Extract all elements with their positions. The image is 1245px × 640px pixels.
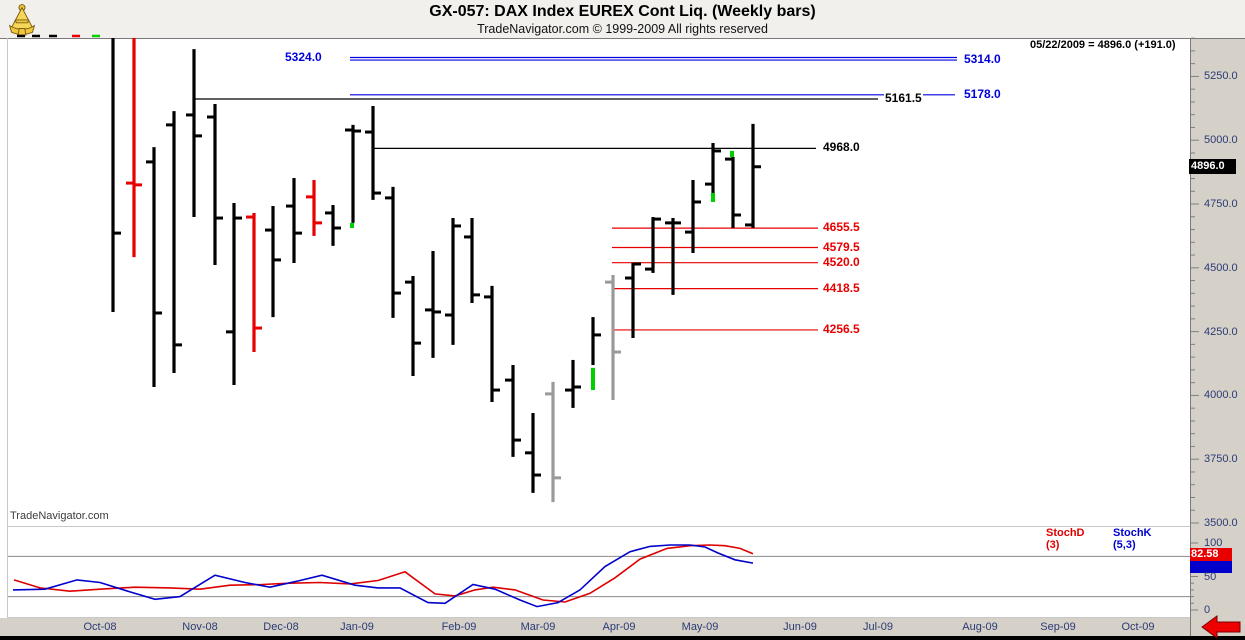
month-label: Dec-08 (263, 621, 299, 633)
level-label: 5314.0 (963, 52, 1002, 67)
stochk-value-box (1190, 561, 1232, 573)
level-label: 4968.0 (822, 140, 861, 155)
month-label: Aug-09 (962, 621, 998, 633)
panel-bottom-border (8, 617, 1190, 618)
stoch-axis-label: 50 (1204, 570, 1217, 583)
stochd-legend-label: StochD (3) (1046, 527, 1085, 551)
price-axis-label: 4500.0 (1204, 261, 1238, 274)
chart-left-border (7, 38, 8, 618)
month-label: Sep-09 (1040, 621, 1076, 633)
month-label: May-09 (681, 621, 719, 633)
month-label: Mar-09 (520, 621, 556, 633)
price-axis-label: 5250.0 (1204, 70, 1238, 83)
level-label: 5324.0 (284, 49, 323, 64)
month-label: Oct-09 (1121, 621, 1155, 633)
price-axis-label: 3500.0 (1204, 517, 1238, 529)
price-axis-panel (1190, 38, 1245, 618)
main-price-chart-area[interactable] (8, 38, 1190, 525)
copyright-line: TradeNavigator.com © 1999-2009 All right… (477, 22, 768, 36)
price-axis-label: 4250.0 (1204, 325, 1238, 338)
level-label: 5161.5 (884, 91, 923, 105)
chart-top-border (0, 38, 1245, 39)
last-quote-readout: 05/22/2009 = 4896.0 (+191.0) (1030, 39, 1176, 51)
panel-divider (8, 526, 1190, 527)
bottom-window-edge (0, 636, 1245, 640)
level-label: 4579.5 (822, 239, 861, 254)
month-label: Jun-09 (783, 621, 817, 633)
price-axis-label: 3750.0 (1204, 453, 1238, 466)
date-axis-strip (0, 618, 1245, 636)
last-price-box: 4896.0 (1189, 159, 1236, 174)
stochd-value-box: 82.58 (1190, 548, 1232, 561)
level-label: 4520.0 (822, 254, 861, 269)
header-bar: GX-057: DAX Index EUREX Cont Liq. (Weekl… (0, 0, 1245, 38)
chart-title: GX-057: DAX Index EUREX Cont Liq. (Weekl… (429, 3, 816, 20)
month-label: Apr-09 (602, 621, 636, 633)
watermark-text: TradeNavigator.com (10, 510, 109, 522)
price-axis-label: 4750.0 (1204, 198, 1238, 210)
tradenavigator-sextant-logo-icon (8, 4, 36, 36)
level-label: 4655.5 (822, 220, 861, 235)
level-label: 4256.5 (822, 321, 861, 336)
stochastic-panel-area[interactable] (8, 527, 1190, 617)
stoch-axis-label: 0 (1204, 604, 1211, 616)
stochk-legend-label: StochK (5,3) (1113, 527, 1152, 551)
price-axis-label: 5000.0 (1204, 134, 1238, 147)
level-label: 4418.5 (822, 280, 861, 295)
month-label: Feb-09 (441, 621, 477, 633)
month-label: Oct-08 (83, 621, 117, 633)
axis-panel-border (1190, 38, 1191, 636)
price-axis-label: 4000.0 (1204, 389, 1238, 402)
stoch-axis-label: 100 (1204, 537, 1223, 549)
month-label: Jan-09 (340, 621, 374, 633)
month-label: Jul-09 (863, 621, 893, 633)
month-label: Nov-08 (182, 621, 218, 633)
level-label: 5178.0 (963, 86, 1002, 101)
